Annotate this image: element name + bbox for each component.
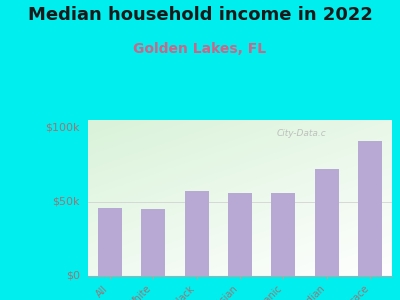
- Text: Median household income in 2022: Median household income in 2022: [28, 6, 372, 24]
- Bar: [185, 191, 208, 276]
- Bar: [228, 193, 252, 276]
- Text: $100k: $100k: [46, 122, 80, 132]
- Bar: [358, 141, 382, 276]
- Bar: [141, 209, 165, 276]
- Text: City-Data.c: City-Data.c: [276, 129, 326, 138]
- Bar: [272, 193, 295, 276]
- Text: $50k: $50k: [52, 197, 80, 207]
- Bar: [98, 208, 122, 276]
- Text: $0: $0: [66, 271, 80, 281]
- Bar: [315, 169, 339, 276]
- Text: Golden Lakes, FL: Golden Lakes, FL: [134, 42, 266, 56]
